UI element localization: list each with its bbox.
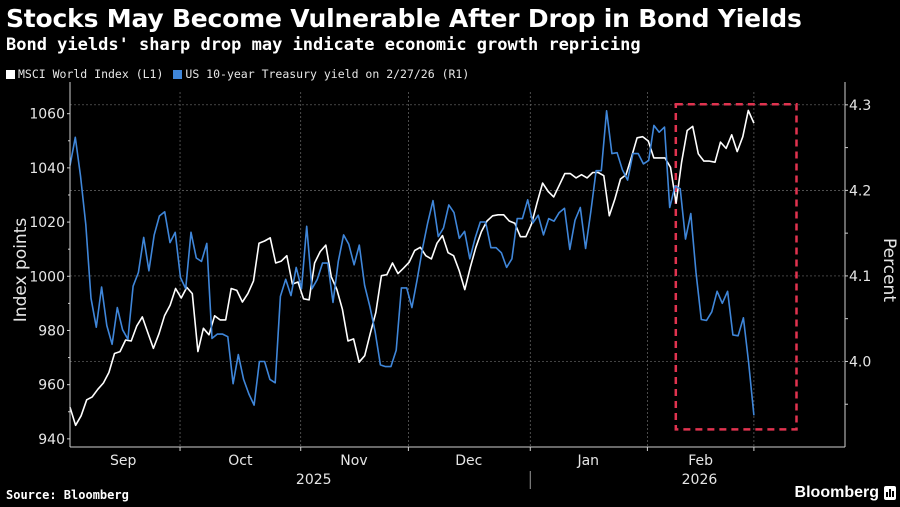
axes: [69, 82, 846, 448]
series-line-msci-world: [69, 109, 755, 427]
bloomberg-logo: Bloomberg: [795, 484, 896, 502]
right-tick-label: 4.1: [849, 269, 871, 285]
right-tick-label: 4.0: [849, 354, 871, 370]
x-month-label: Dec: [455, 453, 482, 469]
x-month-label: Sep: [110, 453, 137, 469]
chart-title: Stocks May Become Vulnerable After Drop …: [6, 4, 802, 33]
bloomberg-chart-icon: [884, 486, 896, 500]
x-axis-ticks: Sep Oct Nov Dec Jan Feb 2025 2026: [110, 447, 755, 489]
x-month-label: Jan: [576, 453, 599, 469]
left-tick-label: 940: [38, 432, 65, 448]
right-axis-ticks: 4.0 4.1 4.2 4.3: [845, 98, 871, 405]
x-month-label: Feb: [688, 453, 713, 469]
legend-item-msci[interactable]: MSCI World Index (L1): [6, 67, 163, 81]
gridlines: [70, 92, 845, 447]
left-tick-label: 960: [38, 378, 65, 394]
right-axis-title: Percent: [879, 238, 899, 302]
left-tick-label: 1040: [29, 161, 65, 177]
highlight-box-layer: [674, 102, 798, 431]
legend-label-msci: MSCI World Index (L1): [18, 67, 164, 81]
x-month-label: Oct: [228, 453, 253, 469]
left-tick-label: 1000: [29, 269, 65, 285]
right-tick-label: 4.3: [849, 98, 871, 114]
x-year-label: 2026: [682, 472, 718, 488]
legend: MSCI World Index (L1) US 10-year Treasur…: [6, 67, 469, 81]
highlight-box: [674, 102, 798, 431]
legend-swatch-yield: [173, 69, 183, 79]
left-axis-ticks: 940 960 980 1000 1020 1040 1060: [29, 107, 70, 448]
series-line-us-10y-yield: [69, 110, 755, 416]
series-lines: [69, 109, 755, 427]
source-note: Source: Bloomberg: [6, 488, 129, 502]
left-tick-label: 1060: [29, 107, 65, 123]
legend-item-yield[interactable]: US 10-year Treasury yield on 2/27/26 (R1…: [173, 67, 469, 81]
x-year-label: 2025: [296, 472, 332, 488]
x-month-label: Nov: [340, 453, 367, 469]
left-axis-title: Index points: [11, 218, 31, 323]
legend-swatch-msci: [6, 69, 15, 79]
brand-name: Bloomberg: [794, 484, 879, 501]
chart-subtitle: Bond yields' sharp drop may indicate eco…: [6, 35, 641, 55]
left-tick-label: 980: [38, 323, 65, 339]
right-tick-label: 4.2: [849, 183, 871, 199]
left-tick-label: 1020: [29, 215, 65, 231]
legend-label-yield: US 10-year Treasury yield on 2/27/26 (R1…: [185, 67, 470, 81]
